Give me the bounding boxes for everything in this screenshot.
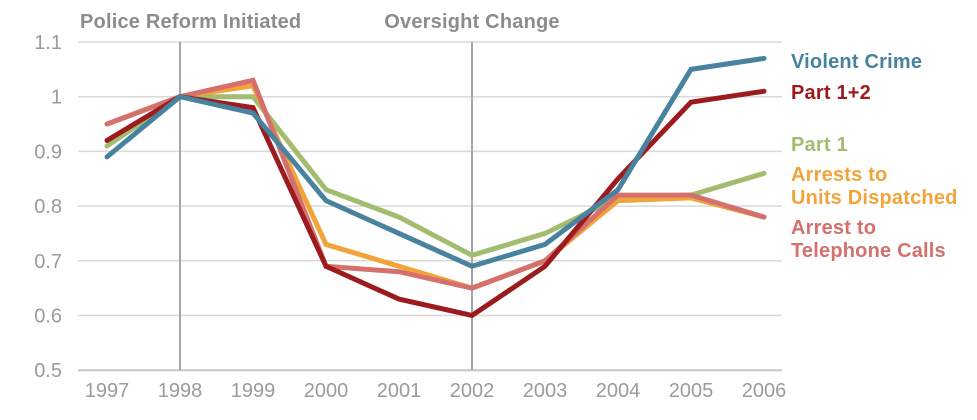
series-line-arrests-to-units-dispatched bbox=[104, 83, 767, 291]
legend-part-1: Part 1 bbox=[791, 134, 848, 156]
series-line-part-1-2 bbox=[104, 88, 767, 319]
y-tick-label: 1 bbox=[51, 87, 62, 109]
x-tick-label: 2002 bbox=[450, 380, 495, 402]
legend-part-1-2: Part 1+2 bbox=[791, 82, 871, 104]
y-tick-label: 1.1 bbox=[34, 32, 62, 54]
x-tick-label: 2005 bbox=[669, 380, 714, 402]
series-line-part-1 bbox=[104, 94, 767, 259]
annotation-police-reform-initiated: Police Reform Initiated bbox=[80, 11, 302, 33]
x-tick-label: 2000 bbox=[304, 380, 349, 402]
y-tick-label: 0.6 bbox=[34, 306, 62, 328]
x-tick-label: 1997 bbox=[85, 380, 130, 402]
y-tick-label: 0.9 bbox=[34, 141, 62, 163]
legend-arrests-to-units-dispatched: Arrests to Units Dispatched bbox=[791, 164, 958, 209]
series-line-violent-crime bbox=[104, 55, 767, 269]
x-tick-label: 2006 bbox=[742, 380, 787, 402]
y-tick-label: 0.7 bbox=[34, 251, 62, 273]
x-tick-label: 2003 bbox=[523, 380, 568, 402]
y-tick-label: 0.5 bbox=[34, 360, 62, 382]
x-tick-label: 1999 bbox=[231, 380, 276, 402]
legend-arrest-to-telephone-calls: Arrest to Telephone Calls bbox=[791, 217, 946, 262]
legend-violent-crime: Violent Crime bbox=[791, 51, 923, 73]
y-tick-label: 0.8 bbox=[34, 196, 62, 218]
annotation-oversight-change: Oversight Change bbox=[384, 11, 560, 33]
x-tick-label: 2001 bbox=[377, 380, 422, 402]
x-tick-label: 2004 bbox=[596, 380, 641, 402]
x-tick-label: 1998 bbox=[158, 380, 203, 402]
series-line-arrest-to-telephone-calls bbox=[104, 77, 767, 291]
